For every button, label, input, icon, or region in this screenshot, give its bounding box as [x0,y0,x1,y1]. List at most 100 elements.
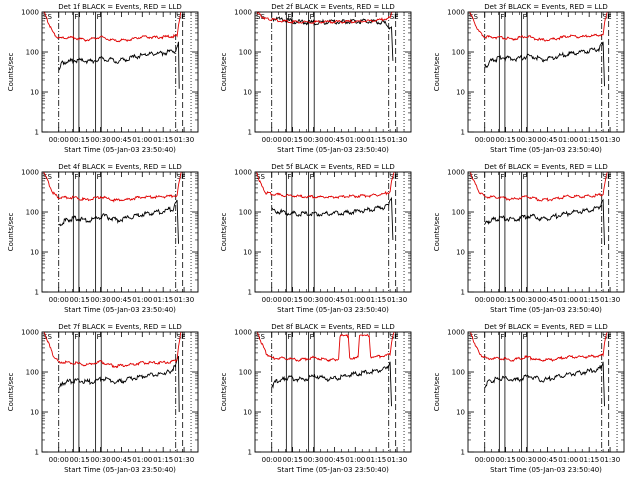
marker-label-f: F [500,173,504,181]
marker-label-f: F [74,173,78,181]
y-tick-label: 1000 [447,169,465,177]
detector-panel: Det 4f BLACK = Events, RED = LLD Counts/s… [0,160,213,320]
x-axis-label: Start Time (05-Jan-03 23:50:40) [490,146,602,154]
detector-panel: Det 7f BLACK = Events, RED = LLD Counts/s… [0,320,213,480]
plot-frame [467,171,625,293]
y-tick-label: 10 [30,409,39,417]
y-axis-label: Counts/sec [7,213,15,252]
detector-panel: Det 6f BLACK = Events, RED = LLD Counts/s… [426,160,639,320]
x-axis-label: Start Time (05-Jan-03 23:50:40) [64,146,176,154]
events-series-line [58,355,180,413]
y-tick-label: 10 [456,89,465,97]
chart-title: Det 7f BLACK = Events, RED = LLD [58,323,181,331]
x-tick-label: 01:15 [153,136,173,144]
lld-series-line [43,331,182,369]
detector-panel: Det 8f BLACK = Events, RED = LLD Counts/s… [213,320,426,480]
x-tick-label: 00:00 [475,296,495,304]
x-tick-label: 00:45 [537,456,557,464]
y-tick-label: 100 [452,49,465,57]
plot-frame [254,11,412,133]
plot-frame [41,11,199,133]
y-tick-label: 10 [456,409,465,417]
y-axis-label: Counts/sec [7,373,15,412]
plot-frame [254,171,412,293]
y-tick-label: 1000 [447,9,465,17]
x-tick-label: 01:30 [387,136,407,144]
marker-label-end: SE [603,333,612,341]
x-tick-label: 00:15 [70,136,90,144]
marker-label-start: SS [469,333,478,341]
lld-series-line [256,331,395,363]
y-tick-label: 10 [243,89,252,97]
y-tick-label: 100 [239,49,252,57]
y-tick-label: 1000 [234,329,252,337]
x-tick-label: 01:30 [387,296,407,304]
plot-frame [41,331,199,453]
y-tick-label: 1 [461,449,465,457]
lld-series-line [255,171,395,200]
x-tick-label: 00:00 [49,136,69,144]
x-tick-label: 00:45 [111,456,131,464]
y-tick-label: 1000 [234,9,252,17]
x-axis-label: Start Time (05-Jan-03 23:50:40) [277,306,389,314]
events-series-line [484,198,605,246]
y-axis-label: Counts/sec [7,53,15,92]
x-tick-label: 00:15 [70,456,90,464]
x-tick-label: 00:30 [90,296,110,304]
y-tick-label: 1 [35,449,39,457]
marker-label-end: SE [177,333,186,341]
x-tick-label: 00:45 [324,456,344,464]
events-series-line [484,41,605,87]
chart-title: Det 3f BLACK = Events, RED = LLD [484,3,607,11]
marker-label-f: F [500,333,504,341]
x-axis-label: Start Time (05-Jan-03 23:50:40) [64,306,176,314]
x-tick-label: 00:00 [49,456,69,464]
x-tick-label: 01:15 [579,136,599,144]
y-tick-label: 10 [30,89,39,97]
marker-label-start: SS [256,173,265,181]
x-tick-label: 01:30 [600,456,620,464]
marker-label-f: F [74,333,78,341]
y-tick-label: 1 [461,289,465,297]
x-tick-label: 00:30 [303,136,323,144]
lld-series-line [256,11,395,25]
y-tick-label: 1000 [21,169,39,177]
x-tick-label: 00:45 [111,136,131,144]
events-series-line [58,41,180,89]
x-tick-label: 00:30 [303,296,323,304]
marker-label-start: SS [43,173,52,181]
x-axis-label: Start Time (05-Jan-03 23:50:40) [490,306,602,314]
x-tick-label: 00:00 [49,296,69,304]
events-series-line [271,196,394,241]
marker-label-start: SS [256,13,265,21]
detector-chart: Det 3f BLACK = Events, RED = LLD Counts/s… [433,3,625,154]
x-tick-label: 00:00 [475,136,495,144]
y-tick-label: 100 [452,209,465,217]
marker-label-start: SS [256,333,265,341]
y-axis-label: Counts/sec [433,373,441,412]
x-tick-label: 01:00 [132,296,152,304]
x-tick-label: 00:30 [516,296,536,304]
marker-label-f: F [523,173,527,181]
x-tick-label: 01:15 [579,296,599,304]
y-tick-label: 100 [26,49,39,57]
x-tick-label: 00:15 [70,296,90,304]
detector-chart: Det 2f BLACK = Events, RED = LLD Counts/s… [220,3,412,154]
y-tick-label: 100 [26,369,39,377]
plot-frame [254,331,412,453]
events-series-line [271,16,394,61]
marker-label-end: SE [390,13,399,21]
plot-frame [41,171,199,293]
detector-panel: Det 1f BLACK = Events, RED = LLD Counts/s… [0,0,213,160]
detector-panel: Det 2f BLACK = Events, RED = LLD Counts/s… [213,0,426,160]
x-tick-label: 01:00 [345,136,365,144]
y-tick-label: 1000 [21,329,39,337]
detector-chart: Det 1f BLACK = Events, RED = LLD Counts/s… [7,3,199,154]
chart-title: Det 1f BLACK = Events, RED = LLD [58,3,181,11]
marker-label-start: SS [469,13,478,21]
y-tick-label: 1 [248,449,252,457]
x-tick-label: 01:15 [153,456,173,464]
marker-label-f: F [500,13,504,21]
lld-series-line [469,171,608,202]
